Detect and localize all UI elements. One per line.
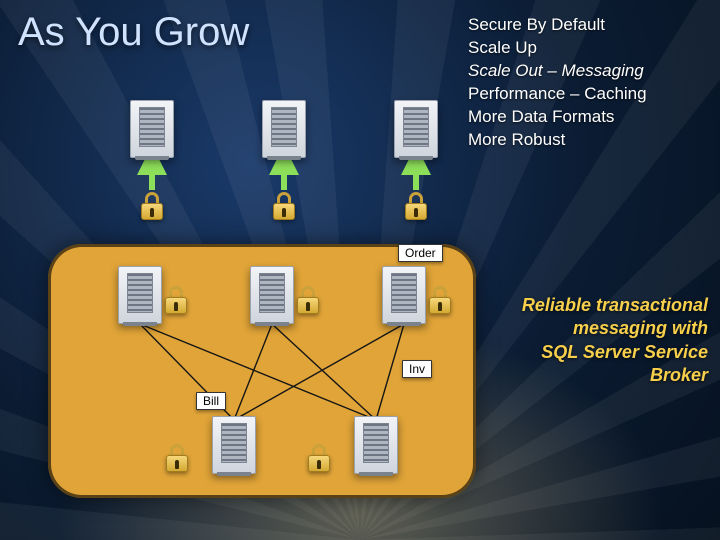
- server-mid-2: [382, 266, 426, 324]
- server-top-0: [130, 100, 174, 158]
- callout-line: messaging with: [488, 317, 708, 340]
- server-bottom-0: [212, 416, 256, 474]
- bullet-item: More Robust: [468, 129, 647, 152]
- lock-icon-bottom-0: [166, 444, 188, 472]
- tag-order: Order: [398, 244, 443, 262]
- bullet-item: Performance – Caching: [468, 83, 647, 106]
- server-top-2: [394, 100, 438, 158]
- lock-icon-mid-2: [429, 286, 451, 314]
- server-mid-0: [118, 266, 162, 324]
- bullet-item: Scale Out – Messaging: [468, 60, 647, 83]
- server-mid-1: [250, 266, 294, 324]
- server-bottom-1: [354, 416, 398, 474]
- bullet-item: Scale Up: [468, 37, 647, 60]
- bullet-list: Secure By DefaultScale UpScale Out – Mes…: [468, 14, 647, 152]
- slide-title: As You Grow: [18, 10, 249, 55]
- server-top-1: [262, 100, 306, 158]
- callout-line: SQL Server Service Broker: [488, 341, 708, 388]
- lock-icon-bottom-1: [308, 444, 330, 472]
- tag-bill: Bill: [196, 392, 226, 410]
- bullet-item: Secure By Default: [468, 14, 647, 37]
- lock-icon-top-0: [141, 192, 163, 220]
- lock-icon-mid-1: [297, 286, 319, 314]
- callout-text: Reliable transactionalmessaging withSQL …: [488, 294, 708, 388]
- lock-icon-top-2: [405, 192, 427, 220]
- bullet-item: More Data Formats: [468, 106, 647, 129]
- lock-icon-top-1: [273, 192, 295, 220]
- tag-inv: Inv: [402, 360, 432, 378]
- lock-icon-mid-0: [165, 286, 187, 314]
- callout-line: Reliable transactional: [488, 294, 708, 317]
